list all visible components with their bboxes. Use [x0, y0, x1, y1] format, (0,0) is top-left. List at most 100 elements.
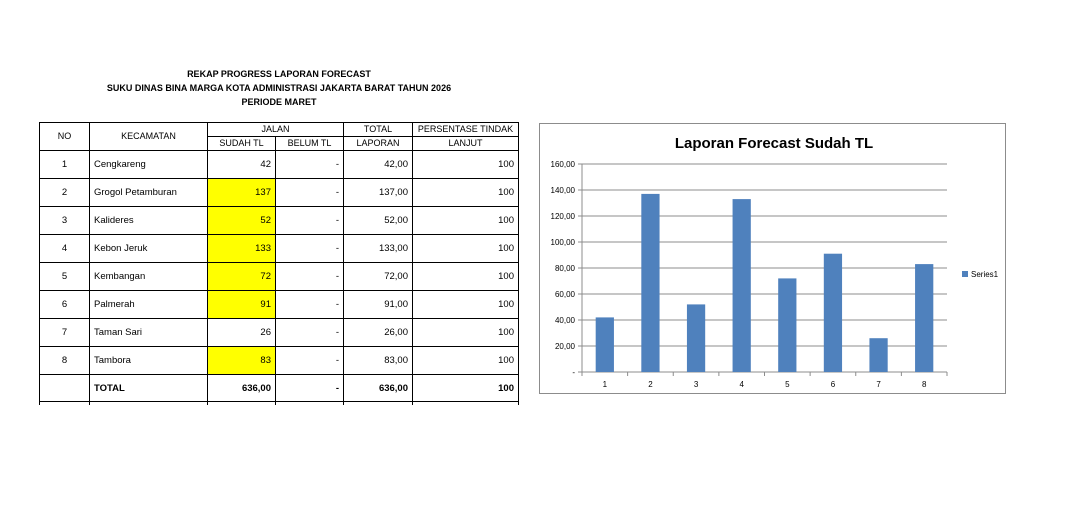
cell-sudah-tl: 26: [207, 318, 276, 347]
x-tick-label: 6: [831, 380, 836, 389]
cell-kecamatan: Grogol Petamburan: [89, 178, 208, 207]
cell-kecamatan: Tambora: [89, 346, 208, 375]
cell-kecamatan: Kembangan: [89, 262, 208, 291]
total-laporan: 636,00: [343, 374, 413, 402]
bar: [869, 338, 888, 372]
cell-total-laporan: 133,00: [343, 234, 413, 263]
table-row: 4 Kebon Jeruk 133-133,00 100: [39, 234, 519, 263]
cell-persentase: 100: [412, 234, 519, 263]
cell-total-laporan: 26,00: [343, 318, 413, 347]
cell-total-laporan: 83,00: [343, 346, 413, 375]
cell-belum-tl: -: [275, 318, 344, 347]
cell-belum-tl: -: [275, 234, 344, 263]
header-jalan: JALAN: [207, 122, 344, 137]
cell-no: 8: [39, 346, 90, 375]
bar: [686, 304, 706, 372]
cell-belum-tl: -: [275, 178, 344, 207]
total-label: TOTAL: [89, 374, 208, 402]
cell-persentase: 100: [412, 178, 519, 207]
header-sudah-tl: SUDAH TL: [207, 136, 276, 151]
cell-no: 4: [39, 234, 90, 263]
bar: [778, 278, 797, 372]
bar: [595, 317, 614, 372]
cell-belum-tl: -: [275, 262, 344, 291]
x-tick-label: 1: [603, 380, 608, 389]
x-tick-label: 5: [785, 380, 790, 389]
y-tick-label: 20,00: [555, 342, 576, 351]
cell-kecamatan: Kebon Jeruk: [89, 234, 208, 263]
cell-belum-tl: -: [275, 206, 344, 235]
header-total-1: TOTAL: [343, 122, 413, 137]
cell-persentase: 100: [412, 262, 519, 291]
header-pct-2: LANJUT: [412, 136, 519, 151]
y-tick-label: 120,00: [551, 212, 576, 221]
tail-cell: [39, 401, 90, 405]
report-period: PERIODE MARET: [241, 97, 317, 107]
cell-persentase: 100: [412, 206, 519, 235]
cell-belum-tl: -: [275, 150, 344, 179]
bar: [915, 264, 934, 372]
cell-no: 7: [39, 318, 90, 347]
table-tail: [39, 401, 519, 405]
y-tick-label: 160,00: [551, 160, 576, 169]
cell-sudah-tl: 83: [207, 346, 276, 375]
cell-kecamatan: Palmerah: [89, 290, 208, 319]
cell-no: 3: [39, 206, 90, 235]
legend-label: Series1: [971, 270, 999, 279]
cell-sudah-tl: 133: [207, 234, 276, 263]
cell-belum-tl: -: [275, 290, 344, 319]
table-row: 5 Kembangan 72-72,00 100: [39, 262, 519, 291]
tail-cell: [343, 401, 413, 405]
header-total-2: LAPORAN: [343, 136, 413, 151]
y-tick-label: 100,00: [551, 238, 576, 247]
cell-persentase: 100: [412, 346, 519, 375]
cell-persentase: 100: [412, 318, 519, 347]
table-row: 8 Tambora 83-83,00 100: [39, 346, 519, 375]
cell-belum-tl: -: [275, 346, 344, 375]
y-tick-label: 60,00: [555, 290, 576, 299]
cell-kecamatan: Kalideres: [89, 206, 208, 235]
report-header: REKAP PROGRESS LAPORAN FORECAST SUKU DIN…: [40, 67, 518, 109]
cell-sudah-tl: 137: [207, 178, 276, 207]
cell-sudah-tl: 91: [207, 290, 276, 319]
cell-total-laporan: 91,00: [343, 290, 413, 319]
bar-chart: Laporan Forecast Sudah TL - 20,00 40,00 60,0…: [539, 123, 1006, 394]
cell-total-laporan: 72,00: [343, 262, 413, 291]
total-no: [39, 374, 90, 402]
cell-sudah-tl: 42: [207, 150, 276, 179]
header-belum-tl: BELUM TL: [275, 136, 344, 151]
total-persentase: 100: [412, 374, 519, 402]
cell-kecamatan: Taman Sari: [89, 318, 208, 347]
table-row: 3 Kalideres 52-52,00 100: [39, 206, 519, 235]
report-title: REKAP PROGRESS LAPORAN FORECAST: [187, 69, 371, 79]
tail-cell: [207, 401, 276, 405]
cell-sudah-tl: 72: [207, 262, 276, 291]
y-tick-label: 40,00: [555, 316, 576, 325]
tail-cell: [275, 401, 344, 405]
x-tick-label: 2: [648, 380, 653, 389]
table-row: 2 Grogol Petamburan 137-137,00 100: [39, 178, 519, 207]
x-tick-label: 8: [922, 380, 927, 389]
legend-swatch: [962, 271, 968, 277]
bar: [732, 199, 751, 372]
x-tick-label: 7: [876, 380, 881, 389]
cell-no: 6: [39, 290, 90, 319]
tail-cell: [89, 401, 208, 405]
table-row: 1 Cengkareng 42-42,00 100: [39, 150, 519, 179]
header-kecamatan: KECAMATAN: [89, 122, 208, 151]
bar-chart-svg: Laporan Forecast Sudah TL - 20,00 40,00 60,0…: [551, 135, 999, 389]
cell-total-laporan: 52,00: [343, 206, 413, 235]
y-tick-label: -: [572, 368, 575, 377]
cell-no: 2: [39, 178, 90, 207]
report-subtitle: SUKU DINAS BINA MARGA KOTA ADMINISTRASI …: [106, 83, 452, 93]
bar: [823, 253, 843, 372]
bar: [641, 193, 660, 372]
cell-total-laporan: 137,00: [343, 178, 413, 207]
total-row: TOTAL 636,00-636,00 100: [39, 374, 519, 402]
table-row: 7 Taman Sari 26-26,00 100: [39, 318, 519, 347]
cell-no: 5: [39, 262, 90, 291]
header-pct-1: PERSENTASE TINDAK: [412, 122, 519, 137]
header-no: NO: [39, 122, 90, 151]
x-tick-label: 4: [739, 380, 744, 389]
chart-title: Laporan Forecast Sudah TL: [675, 135, 873, 152]
